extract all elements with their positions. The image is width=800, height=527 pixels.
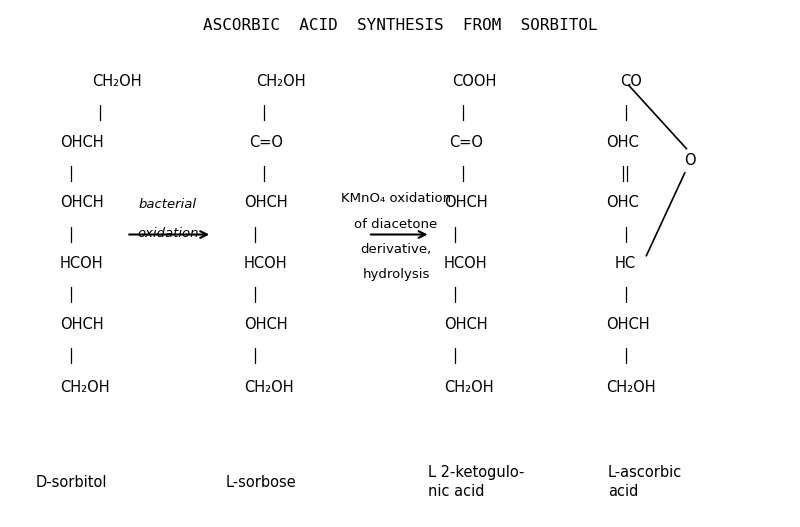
Text: CH₂OH: CH₂OH bbox=[606, 380, 656, 395]
Text: OHCH: OHCH bbox=[244, 196, 288, 210]
Text: C=O: C=O bbox=[250, 135, 284, 150]
Text: |: | bbox=[252, 227, 257, 242]
Text: CH₂OH: CH₂OH bbox=[60, 380, 110, 395]
Text: L 2-ketogulo-
nic acid: L 2-ketogulo- nic acid bbox=[428, 465, 524, 499]
Text: |: | bbox=[98, 105, 102, 121]
Text: OHCH: OHCH bbox=[60, 317, 104, 331]
Text: |: | bbox=[68, 166, 73, 182]
Text: |: | bbox=[68, 287, 73, 303]
Text: CH₂OH: CH₂OH bbox=[256, 74, 306, 89]
Text: CH₂OH: CH₂OH bbox=[92, 74, 142, 89]
Text: |: | bbox=[452, 348, 457, 364]
Text: OHCH: OHCH bbox=[60, 135, 104, 150]
Text: OHCH: OHCH bbox=[60, 196, 104, 210]
Text: |: | bbox=[252, 287, 257, 303]
Text: |: | bbox=[623, 348, 628, 364]
Text: derivative,: derivative, bbox=[360, 243, 432, 256]
Text: |: | bbox=[68, 348, 73, 364]
Text: |: | bbox=[623, 227, 628, 242]
Text: |: | bbox=[460, 105, 465, 121]
Text: D-sorbitol: D-sorbitol bbox=[36, 475, 107, 490]
Text: ASCORBIC  ACID  SYNTHESIS  FROM  SORBITOL: ASCORBIC ACID SYNTHESIS FROM SORBITOL bbox=[202, 18, 598, 33]
Text: ||: || bbox=[621, 166, 630, 182]
Text: OHC: OHC bbox=[606, 196, 639, 210]
Text: HCOH: HCOH bbox=[444, 256, 488, 271]
Text: hydrolysis: hydrolysis bbox=[362, 268, 430, 281]
Text: HCOH: HCOH bbox=[244, 256, 288, 271]
Text: |: | bbox=[460, 166, 465, 182]
Text: COOH: COOH bbox=[452, 74, 496, 89]
Text: KMnO₄ oxidation: KMnO₄ oxidation bbox=[341, 192, 451, 206]
Text: OHC: OHC bbox=[606, 135, 639, 150]
Text: CO: CO bbox=[620, 74, 642, 89]
Text: HC: HC bbox=[614, 256, 635, 271]
Text: |: | bbox=[252, 348, 257, 364]
Text: of diacetone: of diacetone bbox=[354, 218, 438, 231]
Text: |: | bbox=[623, 287, 628, 303]
Text: |: | bbox=[452, 227, 457, 242]
Text: CH₂OH: CH₂OH bbox=[244, 380, 294, 395]
Text: |: | bbox=[68, 227, 73, 242]
Text: L-ascorbic
acid: L-ascorbic acid bbox=[608, 465, 682, 499]
Text: oxidation: oxidation bbox=[138, 227, 198, 240]
Text: |: | bbox=[452, 287, 457, 303]
Text: CH₂OH: CH₂OH bbox=[444, 380, 494, 395]
Text: |: | bbox=[623, 105, 628, 121]
Text: C=O: C=O bbox=[450, 135, 483, 150]
Text: OHCH: OHCH bbox=[244, 317, 288, 331]
Text: HCOH: HCOH bbox=[60, 256, 104, 271]
Text: |: | bbox=[262, 105, 266, 121]
Text: L-sorbose: L-sorbose bbox=[226, 475, 296, 490]
Text: O: O bbox=[684, 153, 695, 168]
Text: OHCH: OHCH bbox=[444, 317, 488, 331]
Text: OHCH: OHCH bbox=[444, 196, 488, 210]
Text: OHCH: OHCH bbox=[606, 317, 650, 331]
Text: bacterial: bacterial bbox=[139, 198, 197, 211]
Text: |: | bbox=[262, 166, 266, 182]
